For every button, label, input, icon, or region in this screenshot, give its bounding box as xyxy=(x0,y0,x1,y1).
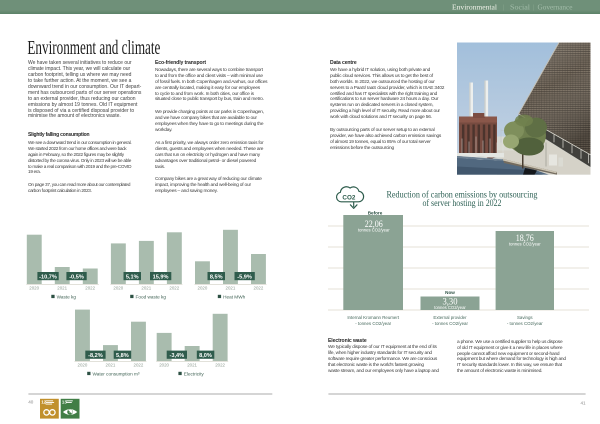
svg-text:tonnes CO2/year: tonnes CO2/year xyxy=(358,228,390,233)
svg-text:2021: 2021 xyxy=(187,362,197,367)
svg-text:tonnes CO2/year: tonnes CO2/year xyxy=(509,242,541,247)
svg-text:-10,7%: -10,7% xyxy=(39,274,57,280)
svg-text:Internal Kromann Reumert: Internal Kromann Reumert xyxy=(347,315,400,320)
svg-text:2022: 2022 xyxy=(134,362,144,367)
svg-text:|: | xyxy=(503,4,504,11)
svg-text:tonnes CO2/year: tonnes CO2/year xyxy=(434,305,466,310)
svg-text:2022: 2022 xyxy=(169,285,179,290)
svg-text:Before: Before xyxy=(368,210,383,215)
svg-text:Heat MWh: Heat MWh xyxy=(223,295,246,300)
svg-text:Now: Now xyxy=(445,290,455,295)
svg-text:2021: 2021 xyxy=(106,362,116,367)
svg-text:- tonnes CO2/year: - tonnes CO2/year xyxy=(507,321,543,326)
svg-text:-3,4%: -3,4% xyxy=(169,353,184,359)
svg-text:12: 12 xyxy=(41,399,46,404)
svg-text:Electricity: Electricity xyxy=(184,372,205,377)
svg-text:18,76: 18,76 xyxy=(516,233,534,243)
svg-text:Food waste kg: Food waste kg xyxy=(136,295,167,300)
svg-text:Reduction of carbon emissions: Reduction of carbon emissions by outsour… xyxy=(387,189,538,200)
svg-text:-0,5%: -0,5% xyxy=(69,274,84,280)
svg-text:Environmental: Environmental xyxy=(452,3,497,11)
svg-text:External provider: External provider xyxy=(433,315,467,320)
svg-text:2021: 2021 xyxy=(226,285,236,290)
svg-text:2020: 2020 xyxy=(198,285,208,290)
svg-text:13: 13 xyxy=(62,399,67,404)
svg-text:2020: 2020 xyxy=(29,285,39,290)
svg-text:2021: 2021 xyxy=(57,285,67,290)
svg-text:Waste kg: Waste kg xyxy=(57,295,77,300)
svg-text:5,1%: 5,1% xyxy=(126,274,139,280)
svg-text:41: 41 xyxy=(580,401,586,406)
svg-text:40: 40 xyxy=(28,399,34,404)
svg-text:-8,2%: -8,2% xyxy=(88,353,103,359)
svg-text:Water consumption m³: Water consumption m³ xyxy=(93,372,140,377)
svg-text:2020: 2020 xyxy=(159,362,169,367)
svg-text:2022: 2022 xyxy=(85,285,95,290)
svg-text:2021: 2021 xyxy=(141,285,151,290)
svg-text:- tonnes CO2/year: - tonnes CO2/year xyxy=(432,321,468,326)
svg-text:Governance: Governance xyxy=(538,3,573,11)
svg-text:3,30: 3,30 xyxy=(443,297,458,307)
svg-text:Social: Social xyxy=(510,3,530,11)
svg-text:Environment and climate: Environment and climate xyxy=(27,38,160,59)
svg-text:8,0%: 8,0% xyxy=(199,353,212,359)
svg-text:- tonnes CO2/year: - tonnes CO2/year xyxy=(355,321,391,326)
svg-text:of server hosting in 2022: of server hosting in 2022 xyxy=(423,198,502,209)
svg-text:|: | xyxy=(533,4,534,11)
svg-text:22,06: 22,06 xyxy=(365,219,383,229)
svg-text:2020: 2020 xyxy=(78,362,88,367)
svg-text:2022: 2022 xyxy=(215,362,225,367)
svg-text:Savings: Savings xyxy=(517,315,533,320)
svg-text:8,5%: 8,5% xyxy=(210,274,223,280)
svg-text:15,9%: 15,9% xyxy=(153,274,169,280)
svg-text:5,8%: 5,8% xyxy=(116,353,129,359)
svg-text:CO2: CO2 xyxy=(342,195,355,202)
svg-text:2022: 2022 xyxy=(254,285,264,290)
svg-text:2020: 2020 xyxy=(113,285,123,290)
svg-text:-5,9%: -5,9% xyxy=(237,274,252,280)
